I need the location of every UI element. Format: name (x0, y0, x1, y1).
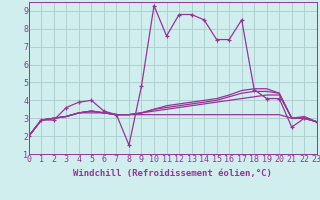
X-axis label: Windchill (Refroidissement éolien,°C): Windchill (Refroidissement éolien,°C) (73, 169, 272, 178)
